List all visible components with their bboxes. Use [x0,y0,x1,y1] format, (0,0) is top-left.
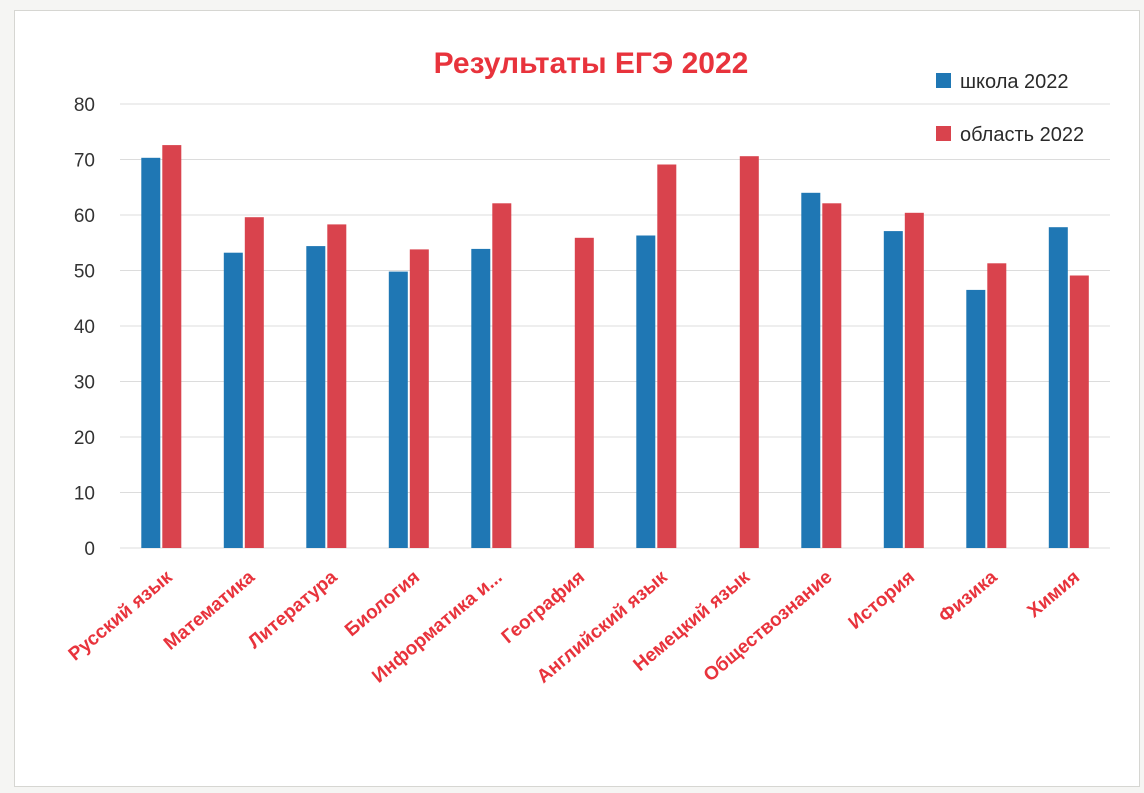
x-category-label: Физика [935,566,1002,627]
legend-label-region: область 2022 [960,124,1084,146]
bar-region-4 [492,203,512,549]
legend-label-school: школа 2022 [960,71,1069,93]
bar-school-11 [1048,227,1068,548]
bar-region-8 [822,203,842,549]
bar-region-7 [739,156,759,548]
gridlines [120,103,1110,549]
bar-school-0 [141,157,161,549]
y-axis-ticks: 0 10 20 30 40 50 60 70 80 [74,95,95,560]
y-tick-label: 20 [74,428,95,449]
x-category-label: Биология [341,567,424,641]
x-category-label: Математика [160,566,259,654]
bar-region-2 [327,224,347,548]
x-category-label: Литература [244,566,342,653]
bar-chart: Результаты ЕГЭ 2022 0 10 20 30 40 50 60 70 80 Ру… [65,47,1110,688]
bar-school-2 [306,246,326,548]
bar-school-6 [636,235,656,548]
x-category-label: История [845,567,919,634]
bar-region-5 [574,237,594,549]
y-tick-label: 0 [84,539,95,560]
bar-region-10 [987,263,1007,548]
legend: школа 2022 область 2022 [936,71,1084,146]
legend-swatch-school [936,73,951,88]
y-tick-label: 40 [74,317,95,338]
x-category-label: Русский язык [65,566,177,665]
y-tick-label: 70 [74,151,95,172]
y-tick-label: 80 [74,95,95,116]
bar-school-9 [883,231,903,548]
bar-region-3 [409,249,429,548]
y-tick-label: 60 [74,206,95,227]
bar-region-1 [244,217,264,548]
bar-school-8 [801,192,821,549]
bar-school-3 [388,271,408,548]
x-category-label: Химия [1024,567,1084,622]
y-tick-label: 10 [74,484,95,505]
bar-school-4 [471,248,491,548]
chart-title: Результаты ЕГЭ 2022 [434,47,749,80]
bars [141,145,1089,549]
bar-region-0 [162,145,182,548]
legend-swatch-region [936,126,951,141]
bar-region-6 [657,164,677,548]
bar-region-9 [904,212,924,549]
y-tick-label: 50 [74,262,95,283]
chart-area: Результаты ЕГЭ 2022 0 10 20 30 40 50 60 70 80 Ру… [14,10,1140,787]
y-tick-label: 30 [74,373,95,394]
bar-school-1 [223,252,243,548]
bar-region-11 [1069,275,1089,548]
bar-school-10 [966,289,986,548]
